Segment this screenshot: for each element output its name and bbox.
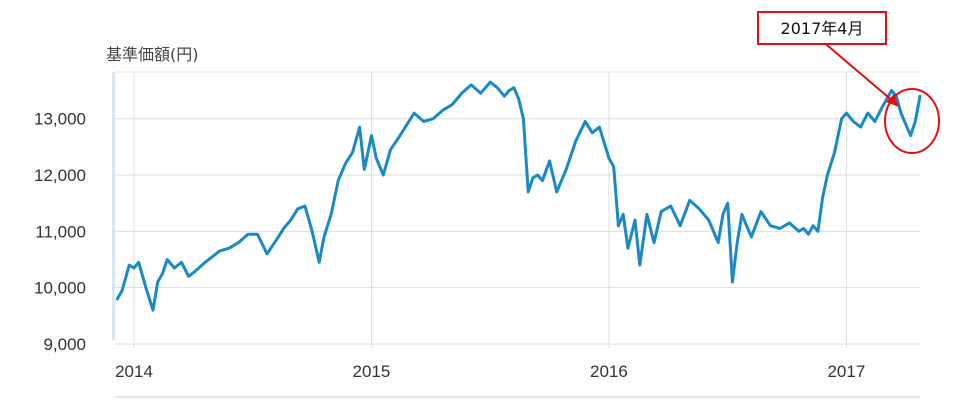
y-tick-label: 10,000	[34, 279, 86, 298]
x-tick-label: 2016	[590, 362, 628, 381]
y-tick-label: 9,000	[43, 335, 86, 354]
x-tick-label: 2014	[115, 362, 153, 381]
x-tick-labels: 2014 2015 2016 2017	[115, 362, 865, 381]
y-tick-label: 12,000	[34, 166, 86, 185]
annotation-circle	[884, 88, 940, 154]
y-axis-label: 基準価額(円)	[106, 45, 199, 64]
y-tick-labels: 9,000 10,000 11,000 12,000 13,000	[34, 110, 86, 354]
y-tick-label: 13,000	[34, 110, 86, 129]
nav-series-line	[115, 80, 922, 312]
x-tick-label: 2017	[827, 362, 865, 381]
annotation-box	[757, 11, 887, 45]
gridlines	[115, 71, 920, 348]
annotation-arrowhead	[886, 94, 899, 107]
x-tick-label: 2015	[353, 362, 391, 381]
y-tick-label: 11,000	[35, 222, 86, 241]
annotation-label: 2017年4月	[781, 19, 864, 38]
left-axis-accent	[112, 72, 115, 340]
annotation-arrow	[820, 39, 896, 104]
